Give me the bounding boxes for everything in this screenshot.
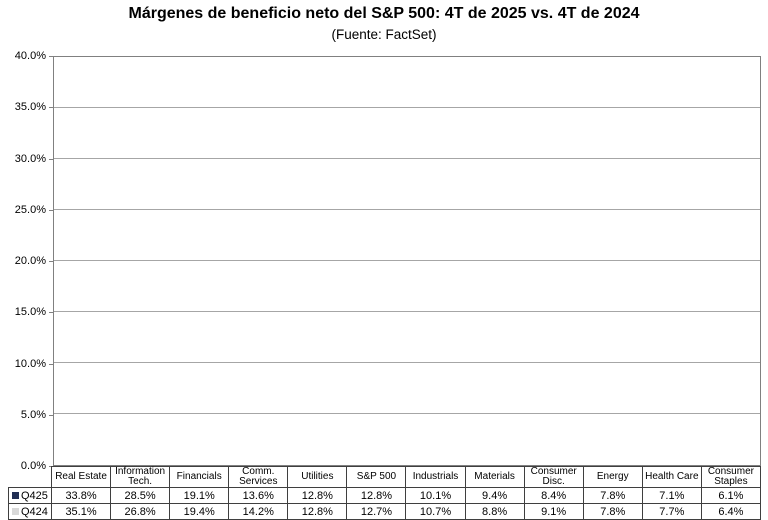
y-axis-tick-label: 10.0% — [14, 357, 46, 370]
y-axis-tick-mark — [49, 261, 53, 262]
legend-cell-q425: Q425 — [9, 488, 52, 503]
table-header-cell: Financials — [170, 467, 230, 487]
y-axis-tick-mark — [49, 209, 53, 211]
table-value-cell: 19.4% — [170, 504, 230, 519]
y-axis-tick-mark — [49, 107, 53, 109]
table-value-cell: 12.8% — [288, 488, 348, 503]
y-axis-tick-mark — [49, 414, 53, 416]
legend-label: Q424 — [21, 505, 48, 518]
table-value-cell: 8.8% — [466, 504, 525, 519]
y-axis-tick-label: 40.0% — [14, 50, 46, 62]
table-header-cell: Industrials — [406, 467, 466, 487]
table-value-cell: 12.7% — [347, 504, 407, 519]
table-value-cell: 7.8% — [584, 504, 643, 519]
table-row-q425: Q425 33.8% 28.5% 19.1% 13.6% 12.8% 12.8% 10.1% 9… — [8, 487, 761, 504]
table-header-cell: Utilities — [288, 467, 348, 487]
table-header-cell: Materials — [466, 467, 525, 487]
y-axis-tick-label: 0.0% — [20, 460, 46, 472]
table-value-cell: 12.8% — [347, 488, 407, 503]
table-value-cell: 7.1% — [643, 488, 702, 503]
y-axis-tick-label: 15.0% — [14, 306, 46, 319]
y-axis-tick-label: 20.0% — [14, 255, 46, 267]
table-header-cell: Health Care — [643, 467, 702, 487]
gridline — [54, 362, 760, 363]
y-axis-tick-mark — [49, 363, 53, 365]
table-value-cell: 6.4% — [718, 505, 744, 518]
table-value-cell: 7.7% — [643, 504, 702, 519]
legend-label: Q425 — [21, 489, 48, 502]
table-header-cell: Consumer Disc. — [525, 467, 584, 487]
legend-marker-q424 — [12, 508, 19, 515]
table-value-cell: 33.8% — [52, 488, 112, 503]
y-axis-tick-label: 35.0% — [14, 101, 46, 114]
table-header-cell: Consumer Staples — [707, 466, 754, 487]
chart-title: Márgenes de beneficio neto del S&P 500: … — [128, 5, 640, 22]
table-header-cell: Comm. Services — [229, 467, 289, 487]
table-value-cell: 10.7% — [406, 504, 466, 519]
table-value-cell: 7.8% — [584, 488, 643, 503]
table-value-cell: 10.1% — [406, 488, 466, 503]
y-axis-tick-mark — [49, 312, 53, 314]
table-value-cell: 35.1% — [52, 504, 112, 519]
y-axis-tick-label: 5.0% — [20, 408, 46, 421]
table-header-cell: Energy — [584, 467, 643, 487]
table-header-cell: Real Estate — [52, 467, 112, 487]
plot-area — [53, 56, 761, 466]
gridline — [54, 209, 760, 210]
y-axis-tick-label: 30.0% — [14, 152, 46, 165]
table-value-cell: 12.8% — [288, 504, 348, 519]
table-value-cell: 9.4% — [466, 488, 525, 503]
gridline — [54, 158, 760, 159]
table-header-row: Real Estate Information Tech. Financials Co… — [51, 466, 761, 488]
gridline — [54, 260, 760, 261]
table-value-cell: 9.1% — [525, 504, 584, 519]
table-header-cell: S&P 500 — [347, 467, 407, 487]
table-value-cell: 28.5% — [111, 488, 171, 503]
legend-cell-q424: Q424 — [9, 504, 52, 519]
table-header-cell: Information Tech. — [111, 467, 171, 487]
y-axis-tick-label: 25.0% — [14, 203, 46, 216]
gridline — [54, 413, 760, 414]
table-value-cell: 14.2% — [229, 504, 289, 519]
y-axis-tick-mark — [49, 158, 53, 160]
gridline — [54, 311, 760, 312]
gridline — [54, 107, 760, 108]
chart-subtitle: (Fuente: FactSet) — [331, 27, 437, 42]
table-value-cell: 13.6% — [229, 488, 289, 503]
y-axis-tick-mark — [49, 56, 53, 57]
table-value-cell: 6.1% — [718, 489, 744, 502]
table-value-cell: 26.8% — [111, 504, 171, 519]
table-row-q424: Q424 35.1% 26.8% 19.4% 14.2% 12.8% 12.7% 10.7% 8… — [8, 503, 761, 520]
table-value-cell: 19.1% — [170, 488, 230, 503]
table-value-cell: 8.4% — [525, 488, 584, 503]
legend-marker-q425 — [12, 492, 19, 499]
